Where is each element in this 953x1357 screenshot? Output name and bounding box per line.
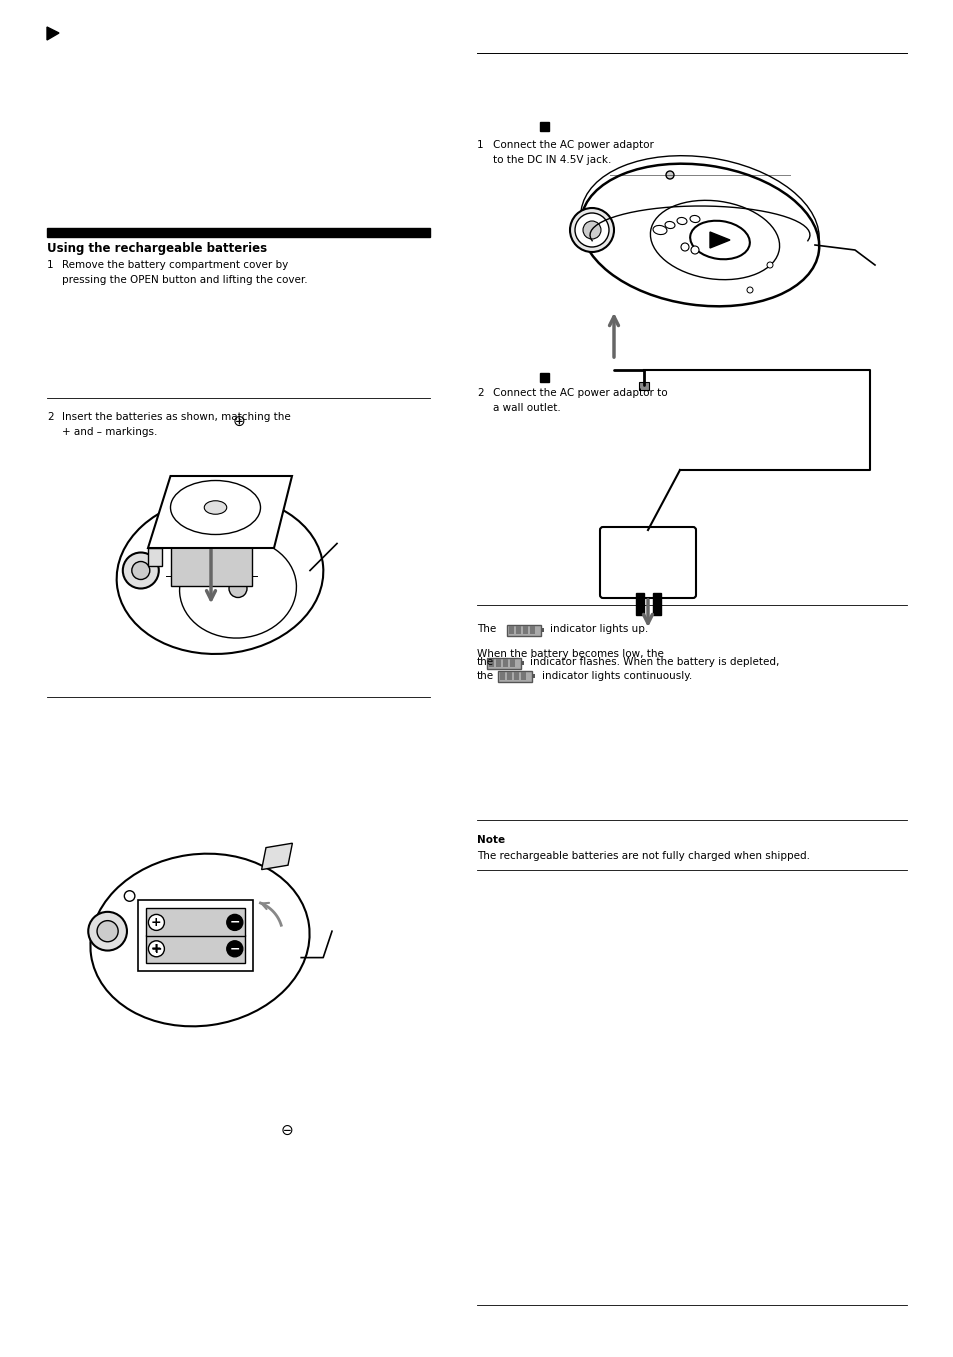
Circle shape xyxy=(149,940,164,957)
Bar xyxy=(516,626,520,634)
Polygon shape xyxy=(47,27,59,39)
Bar xyxy=(489,660,494,668)
Bar xyxy=(510,660,515,668)
Text: +: + xyxy=(151,942,162,955)
Text: Insert the batteries as shown, matching the: Insert the batteries as shown, matching … xyxy=(62,413,291,422)
Circle shape xyxy=(227,915,243,931)
Bar xyxy=(499,672,504,680)
Ellipse shape xyxy=(580,156,819,299)
Circle shape xyxy=(97,920,118,942)
Polygon shape xyxy=(709,232,729,248)
Text: indicator lights continuously.: indicator lights continuously. xyxy=(541,670,692,681)
Bar xyxy=(652,593,660,615)
Circle shape xyxy=(132,562,150,579)
Text: The: The xyxy=(476,624,496,634)
Text: −: − xyxy=(230,916,240,930)
Bar xyxy=(497,670,532,681)
Text: +: + xyxy=(151,916,162,930)
Circle shape xyxy=(227,940,243,957)
Ellipse shape xyxy=(116,497,323,654)
Text: Remove the battery compartment cover by: Remove the battery compartment cover by xyxy=(62,261,288,270)
Circle shape xyxy=(229,579,247,597)
Circle shape xyxy=(88,912,127,950)
Ellipse shape xyxy=(689,216,700,223)
Ellipse shape xyxy=(689,221,749,259)
Text: When the battery becomes low, the: When the battery becomes low, the xyxy=(476,649,663,660)
Bar xyxy=(146,935,245,963)
Ellipse shape xyxy=(677,217,686,224)
Bar xyxy=(530,626,535,634)
Text: +: + xyxy=(151,942,162,955)
Ellipse shape xyxy=(575,213,608,247)
Text: the: the xyxy=(476,670,494,681)
Bar xyxy=(540,628,543,632)
Text: Connect the AC power adaptor: Connect the AC power adaptor xyxy=(493,140,653,151)
Text: indicator flashes. When the battery is depleted,: indicator flashes. When the battery is d… xyxy=(530,657,779,668)
Circle shape xyxy=(665,171,673,179)
Text: the: the xyxy=(476,657,494,668)
Text: 1: 1 xyxy=(476,140,483,151)
Ellipse shape xyxy=(179,539,296,638)
Circle shape xyxy=(680,243,688,251)
Text: −: − xyxy=(230,942,240,955)
Polygon shape xyxy=(148,548,161,566)
Bar xyxy=(539,122,548,132)
Text: indicator lights up.: indicator lights up. xyxy=(550,624,648,634)
Text: Using the rechargeable batteries: Using the rechargeable batteries xyxy=(47,242,267,255)
Bar xyxy=(539,373,548,383)
Ellipse shape xyxy=(580,164,819,307)
Circle shape xyxy=(124,890,134,901)
Text: ⊕: ⊕ xyxy=(233,414,245,429)
Bar xyxy=(509,626,514,634)
Bar xyxy=(532,674,535,678)
Circle shape xyxy=(149,915,164,931)
Circle shape xyxy=(690,246,699,254)
Text: to the DC IN 4.5V jack.: to the DC IN 4.5V jack. xyxy=(493,155,611,166)
Bar xyxy=(636,593,643,615)
Ellipse shape xyxy=(653,225,666,235)
Bar xyxy=(146,908,245,936)
Ellipse shape xyxy=(664,221,675,228)
Ellipse shape xyxy=(91,854,310,1026)
Bar xyxy=(522,626,527,634)
Text: Note: Note xyxy=(476,835,504,845)
Text: pressing the OPEN button and lifting the cover.: pressing the OPEN button and lifting the… xyxy=(62,275,307,285)
Bar xyxy=(639,383,648,389)
Text: 2: 2 xyxy=(476,388,483,398)
Circle shape xyxy=(123,552,158,589)
Ellipse shape xyxy=(569,208,614,252)
Ellipse shape xyxy=(582,221,600,239)
Text: Connect the AC power adaptor to: Connect the AC power adaptor to xyxy=(493,388,667,398)
Text: 1: 1 xyxy=(47,261,53,270)
Ellipse shape xyxy=(204,501,227,514)
Polygon shape xyxy=(148,476,292,548)
Bar xyxy=(506,624,540,635)
Ellipse shape xyxy=(650,201,779,280)
Bar xyxy=(47,228,430,237)
Bar xyxy=(502,660,507,668)
Text: a wall outlet.: a wall outlet. xyxy=(493,403,560,413)
Bar xyxy=(520,672,525,680)
Text: The rechargeable batteries are not fully charged when shipped.: The rechargeable batteries are not fully… xyxy=(476,851,809,860)
Bar xyxy=(171,537,252,586)
Bar xyxy=(520,661,523,665)
Bar xyxy=(514,672,518,680)
Circle shape xyxy=(746,286,752,293)
Bar xyxy=(486,658,520,669)
Bar xyxy=(506,672,512,680)
Bar xyxy=(496,660,500,668)
FancyBboxPatch shape xyxy=(599,527,696,598)
Text: + and – markings.: + and – markings. xyxy=(62,427,157,437)
FancyBboxPatch shape xyxy=(138,901,253,970)
Polygon shape xyxy=(261,843,292,870)
Text: 2: 2 xyxy=(47,413,53,422)
Ellipse shape xyxy=(171,480,260,535)
Text: ⊖: ⊖ xyxy=(280,1122,294,1137)
Circle shape xyxy=(766,262,772,267)
